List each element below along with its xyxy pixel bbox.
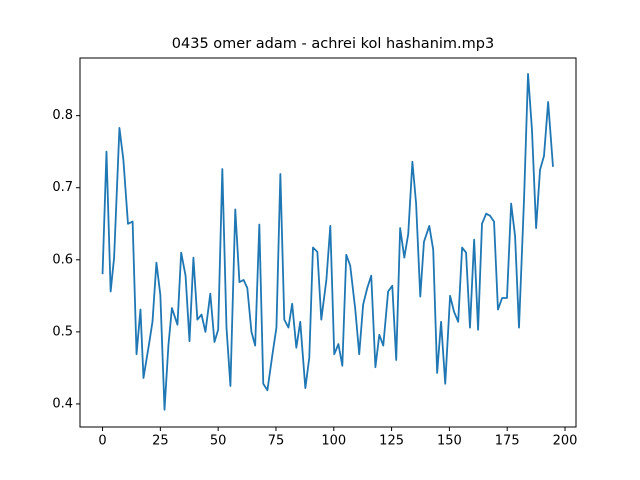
y-tick-label: 0.8 bbox=[52, 108, 73, 123]
x-tick-label: 175 bbox=[495, 434, 520, 449]
y-tick-label: 0.6 bbox=[52, 252, 73, 267]
x-tick-label: 75 bbox=[268, 434, 285, 449]
x-tick-label: 150 bbox=[437, 434, 462, 449]
y-tick-label: 0.7 bbox=[52, 180, 73, 195]
chart-title: 0435 omer adam - achrei kol hashanim.mp3 bbox=[172, 36, 494, 52]
x-tick-label: 200 bbox=[553, 434, 578, 449]
x-tick-label: 50 bbox=[210, 434, 227, 449]
y-tick-label: 0.4 bbox=[52, 396, 73, 411]
x-tick-label: 25 bbox=[152, 434, 169, 449]
x-tick-label: 0 bbox=[98, 434, 106, 449]
data-line bbox=[101, 72, 554, 411]
x-tick-label: 125 bbox=[379, 434, 404, 449]
plot-frame bbox=[79, 57, 577, 428]
x-tick-label: 100 bbox=[321, 434, 346, 449]
y-tick-label: 0.5 bbox=[52, 324, 73, 339]
